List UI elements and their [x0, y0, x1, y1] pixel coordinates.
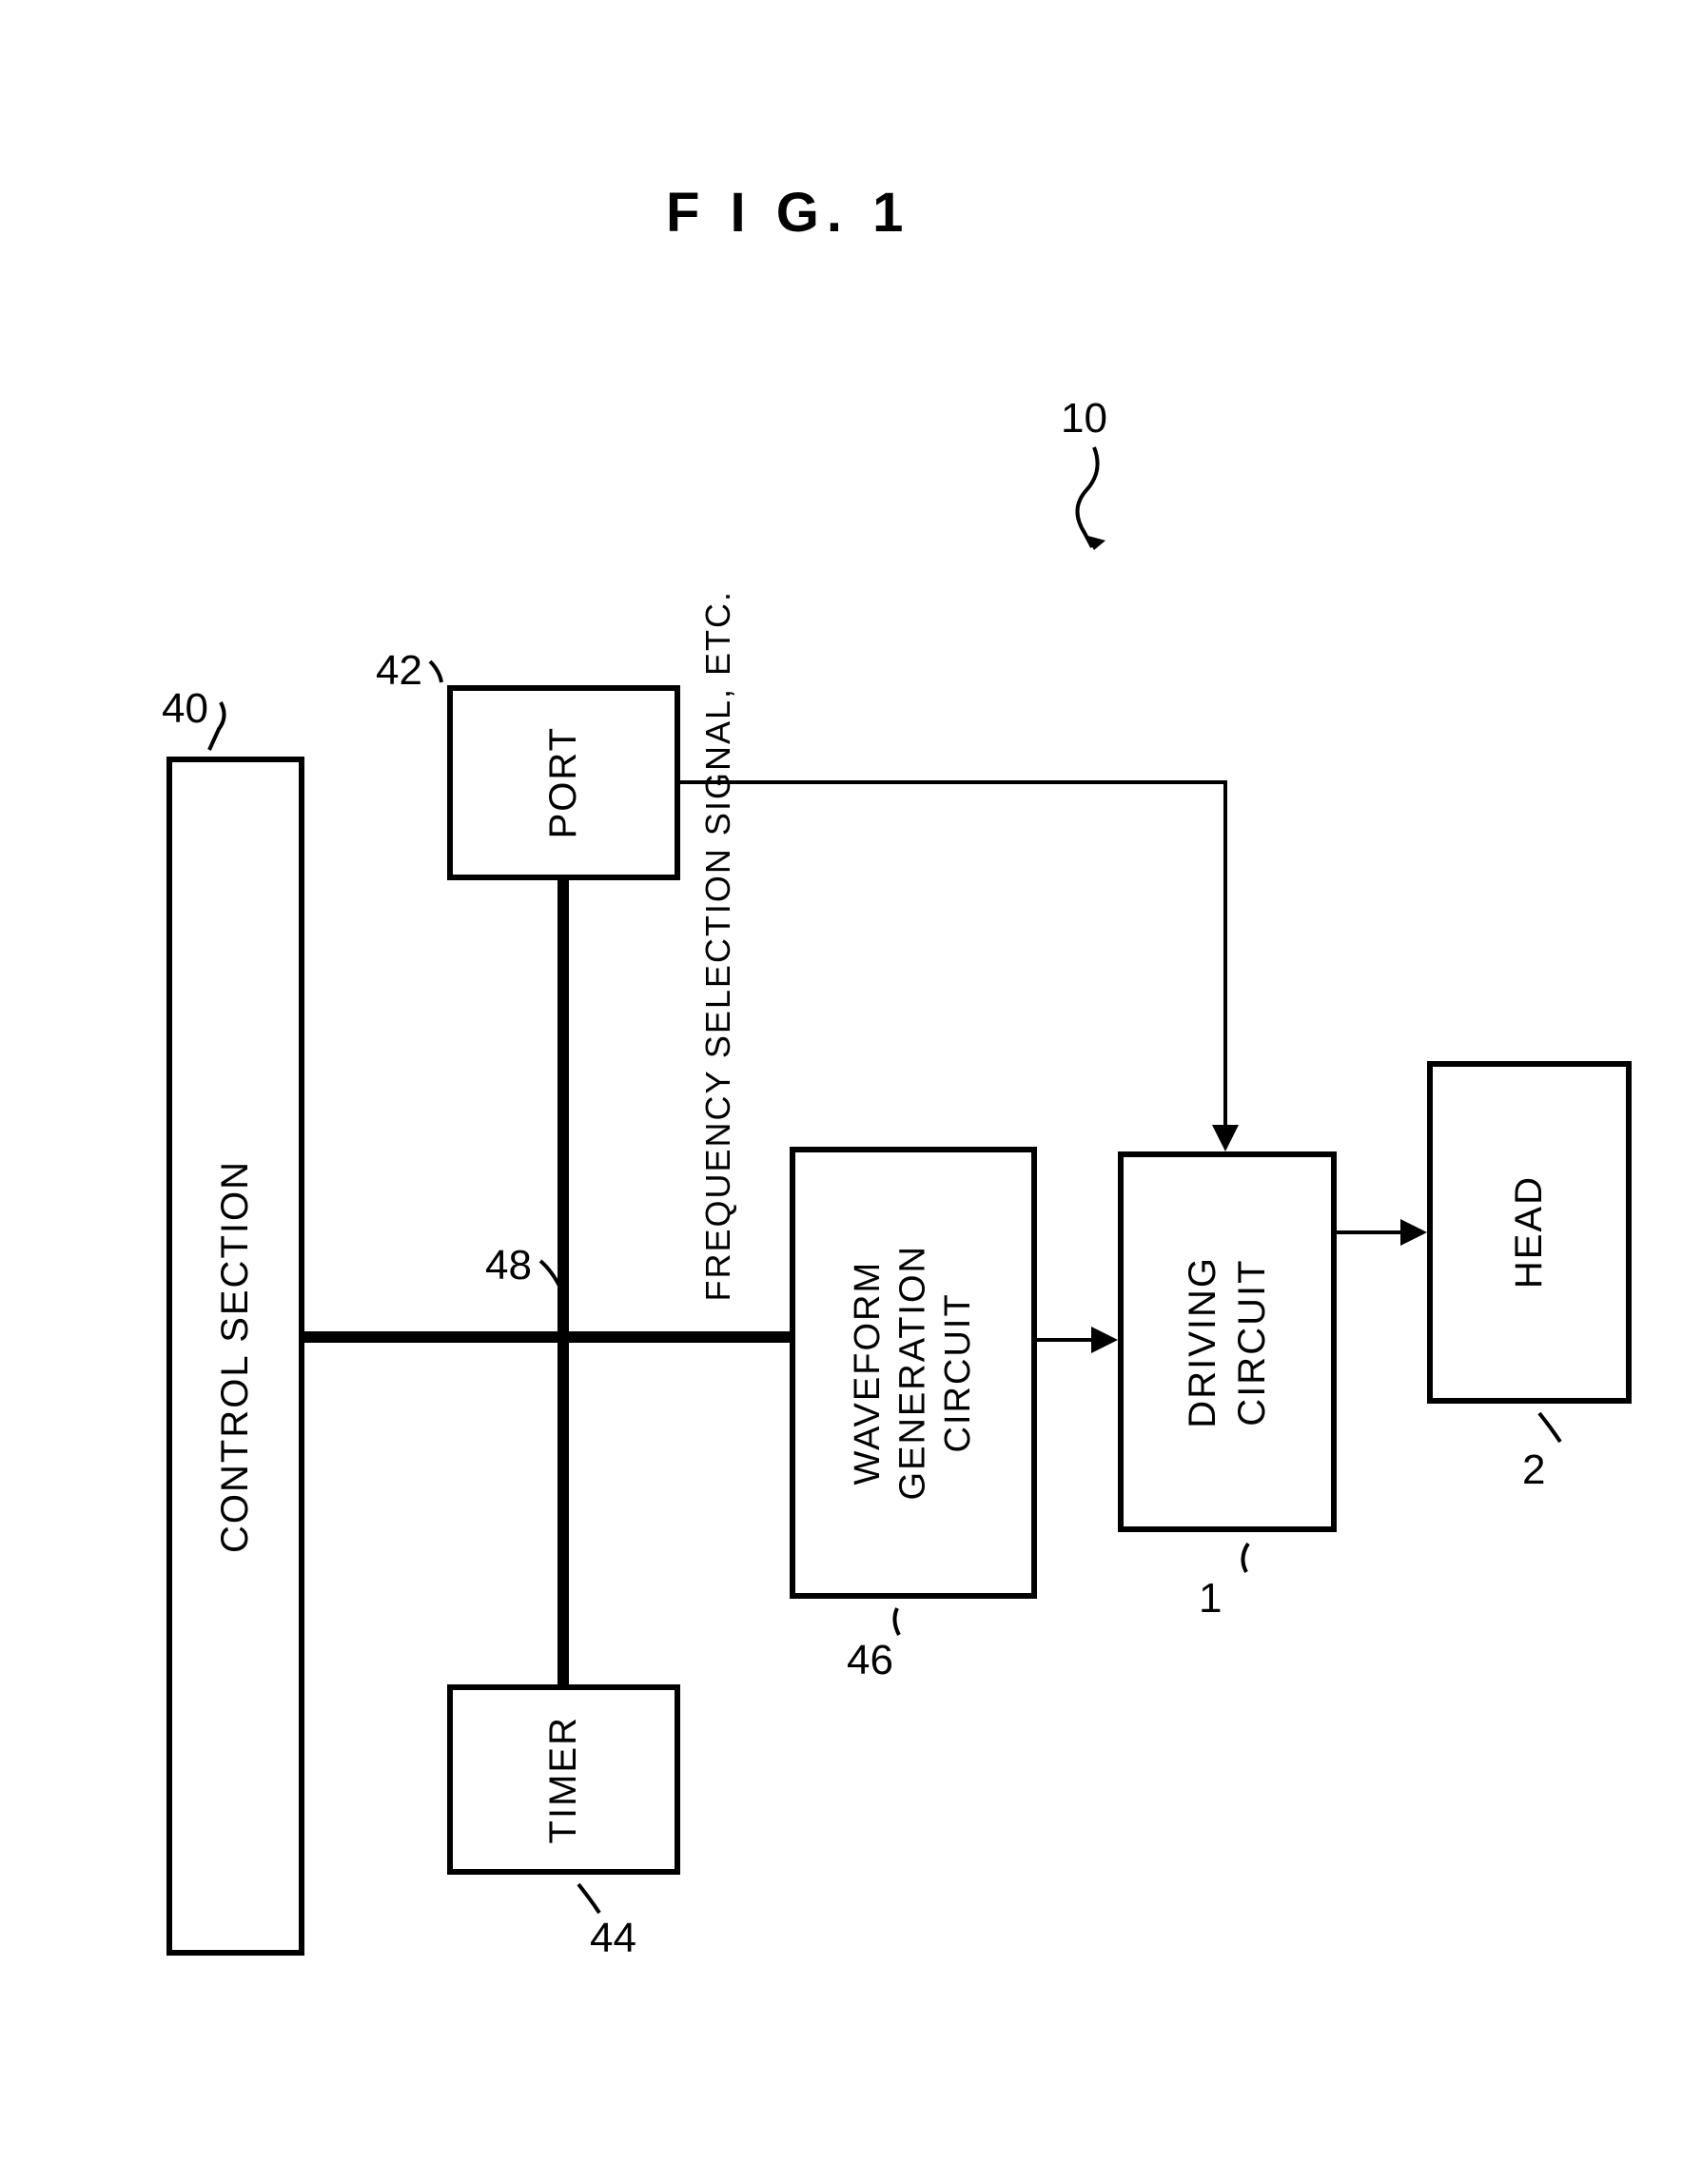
head-box: HEAD	[1427, 1061, 1632, 1404]
ref-1: 1	[1199, 1575, 1222, 1623]
control-section-label: CONTROL SECTION	[214, 1160, 257, 1553]
ref-40: 40	[162, 685, 208, 733]
ref-46: 46	[847, 1637, 893, 1684]
ref-10: 10	[1061, 395, 1107, 443]
port-box: PORT	[447, 685, 680, 880]
ref-48: 48	[485, 1242, 532, 1289]
port-label: PORT	[542, 726, 585, 838]
ref-42: 42	[376, 647, 422, 695]
waveform-box: WAVEFORM GENERATION CIRCUIT	[790, 1147, 1037, 1599]
driving-box: DRIVING CIRCUIT	[1118, 1151, 1337, 1532]
signal-label: FREQUENCY SELECTION SIGNAL, ETC.	[698, 590, 736, 1237]
ref-2: 2	[1522, 1446, 1545, 1494]
timer-label: TIMER	[542, 1716, 585, 1843]
driving-label: DRIVING CIRCUIT	[1178, 1256, 1277, 1428]
diagram-canvas: F I G. 1 10 CONTROL SECTION 40 PORT 42 T…	[0, 0, 1702, 2184]
control-section-box: CONTROL SECTION	[166, 757, 304, 1956]
timer-box: TIMER	[447, 1684, 680, 1875]
head-label: HEAD	[1508, 1175, 1551, 1289]
ref-44: 44	[590, 1915, 636, 1962]
waveform-label: WAVEFORM GENERATION CIRCUIT	[846, 1245, 982, 1500]
figure-title: F I G. 1	[666, 181, 910, 245]
